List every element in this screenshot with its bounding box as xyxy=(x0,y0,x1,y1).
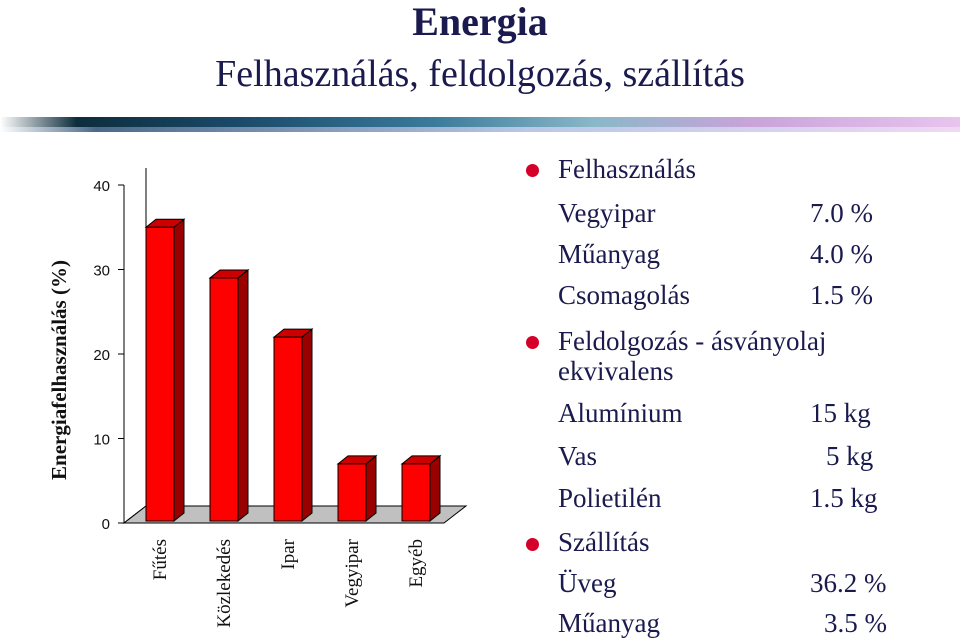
list-item: Üveg 36.2 % xyxy=(558,568,887,599)
x-tick-label: Ipar xyxy=(278,538,299,569)
x-tick-label: Közlekedés xyxy=(214,539,235,628)
section-heading: Felhasználás xyxy=(558,154,696,184)
item-value: 1.5 % xyxy=(810,280,873,310)
list-item: Alumínium 15 kg xyxy=(558,398,871,429)
x-tick-label: Vegyipar xyxy=(342,538,363,607)
item-label: Vegyipar xyxy=(558,198,656,228)
item-value: 1.5 kg xyxy=(810,483,878,513)
bar xyxy=(209,277,239,522)
title-divider xyxy=(0,117,960,129)
item-label: Üveg xyxy=(558,568,617,598)
bar xyxy=(401,463,431,522)
list-item: Műanyag 3.5 % xyxy=(558,608,887,639)
title-divider-shadow xyxy=(0,127,960,132)
item-value: 15 kg xyxy=(810,398,871,428)
item-label: Műanyag xyxy=(558,239,660,269)
section-heading: Szállítás xyxy=(558,527,650,557)
item-value: 7.0 % xyxy=(810,198,873,228)
bullet-icon xyxy=(526,336,539,349)
bar-side xyxy=(237,268,249,523)
y-tick-label: 0 xyxy=(102,516,110,533)
item-value: 5 kg xyxy=(826,441,874,471)
section-heading: Feldolgozás - ásványolaj xyxy=(558,326,827,356)
y-tick-label: 20 xyxy=(93,347,110,364)
item-value: 3.5 % xyxy=(824,608,887,638)
item-value: 4.0 % xyxy=(810,239,873,269)
item-label: Csomagolás xyxy=(558,280,690,310)
list-item: Vegyipar 7.0 % xyxy=(558,198,873,229)
bar xyxy=(145,226,175,522)
list-item: Vas 5 kg xyxy=(558,441,873,472)
bar-side xyxy=(365,454,377,523)
bullet-icon xyxy=(526,164,539,177)
bar-side xyxy=(173,218,185,523)
item-label: Vas xyxy=(558,441,597,471)
list-item: Műanyag 4.0 % xyxy=(558,239,873,270)
page-subtitle: Felhasználás, feldolgozás, szállítás xyxy=(215,53,745,95)
item-label: Műanyag xyxy=(558,608,660,638)
section-heading-continued: ekvivalens xyxy=(558,356,674,386)
y-tick-label: 30 xyxy=(93,263,110,280)
item-label: Polietilén xyxy=(558,483,662,513)
list-item: Csomagolás 1.5 % xyxy=(558,280,873,311)
y-tick-label: 40 xyxy=(93,178,110,195)
item-label: Alumínium xyxy=(558,398,683,428)
bar-side xyxy=(301,328,313,523)
bar-chart: 0 10 20 30 40 Fűtés Közlekedés Ipar Vegyipar Egyé… xyxy=(93,168,468,628)
item-value: 36.2 % xyxy=(810,568,887,598)
x-tick-label: Fűtés xyxy=(150,539,171,580)
bullet-icon xyxy=(526,538,539,551)
bar xyxy=(337,463,367,522)
bar-side xyxy=(429,454,441,523)
page-title: Energia xyxy=(412,0,548,44)
back-wall xyxy=(123,168,147,525)
list-item: Polietilén 1.5 kg xyxy=(558,483,878,514)
y-tick-label: 10 xyxy=(93,432,110,449)
bar xyxy=(273,336,303,522)
x-tick-label: Egyéb xyxy=(406,539,427,588)
